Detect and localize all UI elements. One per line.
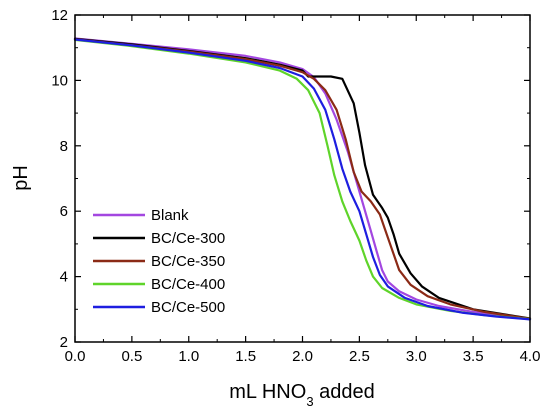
y-tick-label: 2 [60,334,68,351]
y-tick-label: 8 [60,138,68,155]
legend-label-0: Blank [151,207,189,224]
x-axis-title: mL HNO3 added [229,381,374,409]
legend-label-2: BC/Ce-350 [151,253,225,270]
x-tick-label: 4.0 [520,348,541,365]
x-tick-label: 2.5 [349,348,370,365]
x-axis-title-suffix: added [314,381,375,403]
series-layer [73,37,532,321]
legend-label-4: BC/Ce-500 [151,299,225,316]
y-tick-label: 4 [60,269,68,286]
x-tick-label: 0.5 [121,348,142,365]
plot-area-frame [74,14,531,343]
series-line-3 [73,38,532,321]
y-tick-label: 12 [51,7,68,24]
x-tick-label: 1.5 [235,348,256,365]
series-line-0 [73,37,532,321]
legend: Blank BC/Ce-300 BC/Ce-350 BC/Ce-400 BC/Ce-50… [93,207,225,316]
x-axis-title-main: mL HNO [229,381,306,403]
x-tick-label: 3.5 [463,348,484,365]
y-tick-label: 6 [60,203,68,220]
y-tick-label: 10 [51,72,68,89]
x-axis-title-subscript: 3 [306,394,313,409]
x-tick-label: 3.0 [406,348,427,365]
tick-layer: 0.0 0.5 1.0 1.5 2.0 2.5 3.0 3.5 4.0 2 4 6 8 10 12 [51,7,540,365]
x-tick-label: 1.0 [178,348,199,365]
x-tick-label: 0.0 [65,348,86,365]
series-line-2 [73,38,532,320]
x-tick-label: 2.0 [292,348,313,365]
legend-label-3: BC/Ce-400 [151,276,225,293]
series-line-1 [73,37,532,320]
y-axis-title: pH [10,165,32,191]
legend-label-1: BC/Ce-300 [151,230,225,247]
series-line-4 [73,38,532,321]
